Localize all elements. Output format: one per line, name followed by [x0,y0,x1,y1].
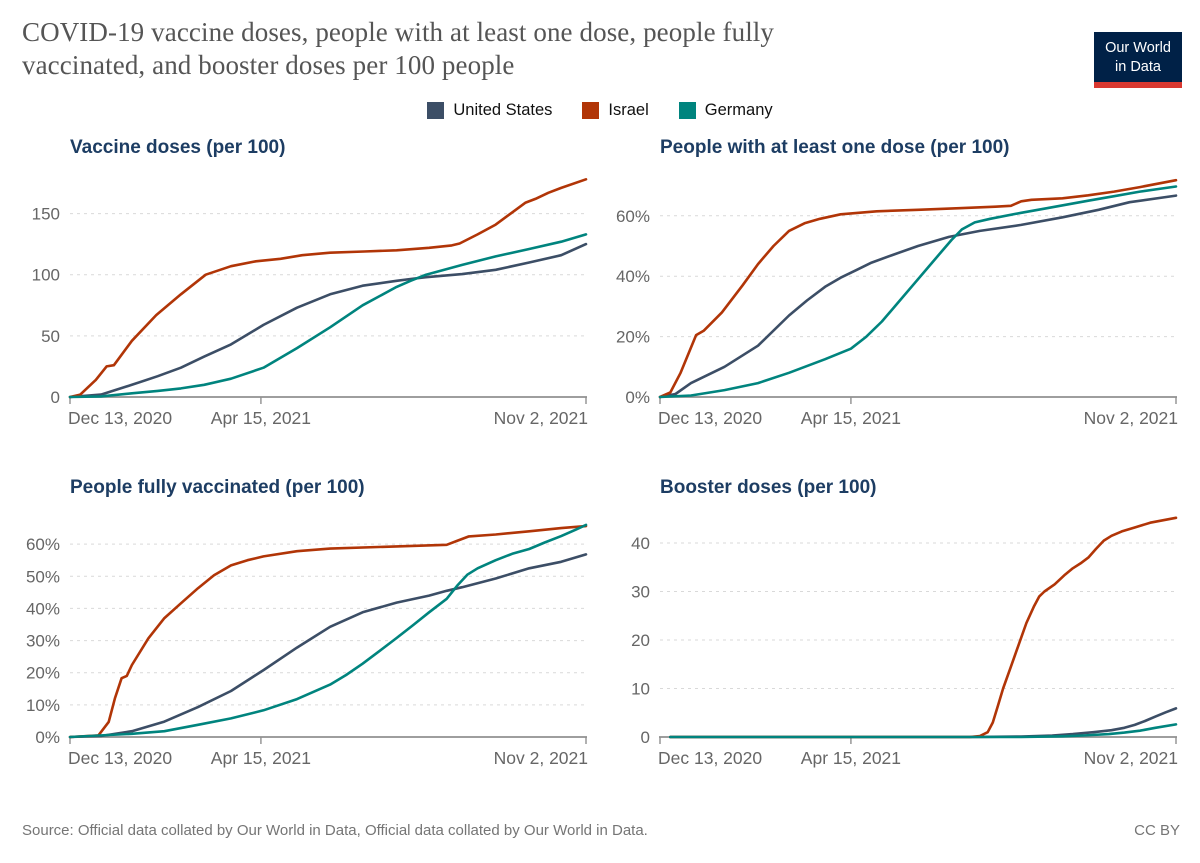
legend-label: United States [453,100,553,119]
y-tick-label: 30 [631,583,650,602]
x-tick-label: Apr 15, 2021 [801,408,901,428]
legend-item-israel: Israel [582,100,649,120]
y-tick-label: 10% [26,696,60,715]
series-line-germany [68,233,588,399]
x-tick-label: Dec 13, 2020 [68,408,172,428]
x-tick-label: Apr 15, 2021 [801,748,901,768]
x-tick-label: Apr 15, 2021 [211,748,311,768]
y-tick-label: 0% [625,388,650,407]
series-line-united-states [658,194,1178,399]
footer: Source: Official data collated by Our Wo… [22,822,1180,839]
y-tick-label: 100 [32,266,60,285]
x-tick-label: Nov 2, 2021 [1084,748,1178,768]
owid-logo: Our World in Data [1094,32,1182,88]
series-line-united-states [68,553,588,739]
subplot-title: People with at least one dose (per 100) [660,137,1010,158]
y-tick-label: 40% [616,267,650,286]
series-line-israel [68,178,588,399]
legend-label: Israel [608,100,649,119]
series-line-israel [68,524,588,739]
y-tick-label: 20% [26,664,60,683]
fully-vaccinated-chart: 0% 10% 20% 30% 40% 50% 60% Dec 13, 2020 Apr 15, … [26,523,588,768]
y-tick-label: 60% [26,535,60,554]
legend: United States Israel Germany [0,98,1200,122]
subplot-title: Vaccine doses (per 100) [70,137,286,158]
y-tick-label: 150 [32,205,60,224]
figure-title-line1: COVID-19 vaccine doses, people with at l… [22,17,774,47]
x-tick-label: Nov 2, 2021 [494,408,588,428]
subplot-fully-vaccinated: People fully vaccinated (per 100) 0% 10% 2… [20,476,590,790]
y-tick-label: 20% [616,328,650,347]
figure-title: COVID-19 vaccine doses, people with at l… [22,16,1090,82]
legend-label: Germany [704,100,773,119]
series-line-israel [658,178,1178,399]
series-line-united-states [669,707,1178,739]
y-tick-label: 0 [641,728,650,747]
y-tick-label: 0 [51,388,60,407]
booster-doses-chart: 0 10 20 30 40 Dec 13, 2020 Apr 15, 2021 Nov 2, … [631,516,1178,768]
legend-swatch [427,101,445,119]
x-tick-label: Apr 15, 2021 [211,408,311,428]
owid-figure: COVID-19 vaccine doses, people with at l… [0,16,1200,863]
y-tick-label: 0% [35,728,60,747]
x-tick-label: Nov 2, 2021 [494,748,588,768]
figure-title-line2: vaccinated, and booster doses per 100 pe… [22,50,515,80]
series-line-germany [658,185,1178,399]
series-line-united-states [68,242,588,399]
x-tick-label: Dec 13, 2020 [68,748,172,768]
subplot-one-dose: People with at least one dose (per 100) … [610,136,1180,450]
y-tick-label: 10 [631,680,650,699]
y-tick-label: 40 [631,534,650,553]
y-tick-label: 60% [616,207,650,226]
owid-logo-line1: Our World [1105,40,1171,56]
legend-item-germany: Germany [678,100,773,120]
series-line-germany [669,723,1178,739]
subplot-vaccine-doses: Vaccine doses (per 100) 0 50 100 150 Dec 13,… [20,136,590,450]
y-tick-label: 30% [26,632,60,651]
x-tick-label: Nov 2, 2021 [1084,408,1178,428]
legend-swatch [582,101,600,119]
y-tick-label: 20 [631,631,650,650]
legend-item-united-states: United States [427,101,552,120]
y-tick-label: 50% [26,567,60,586]
source-note: Source: Official data collated by Our Wo… [22,822,648,839]
x-tick-label: Dec 13, 2020 [658,748,762,768]
x-tick-label: Dec 13, 2020 [658,408,762,428]
one-dose-chart: 0% 20% 40% 60% Dec 13, 2020 Apr 15, 2021 Nov 2… [616,178,1178,428]
y-tick-label: 40% [26,599,60,618]
series-line-germany [68,523,588,739]
owid-logo-line2: in Data [1115,58,1161,75]
vaccine-doses-chart: 0 50 100 150 Dec 13, 2020 Apr 15, 2021 Nov 2, … [32,178,588,428]
subplot-booster-doses: Booster doses (per 100) 0 10 20 30 40 Dec 13,… [610,476,1180,790]
subplot-title: People fully vaccinated (per 100) [70,477,365,498]
license-label: CC BY [1134,822,1180,839]
legend-swatch [678,101,696,119]
charts-grid: Vaccine doses (per 100) 0 50 100 150 Dec 13,… [0,136,1200,790]
y-tick-label: 50 [41,327,60,346]
series-line-israel [669,516,1178,739]
subplot-title: Booster doses (per 100) [660,477,877,498]
